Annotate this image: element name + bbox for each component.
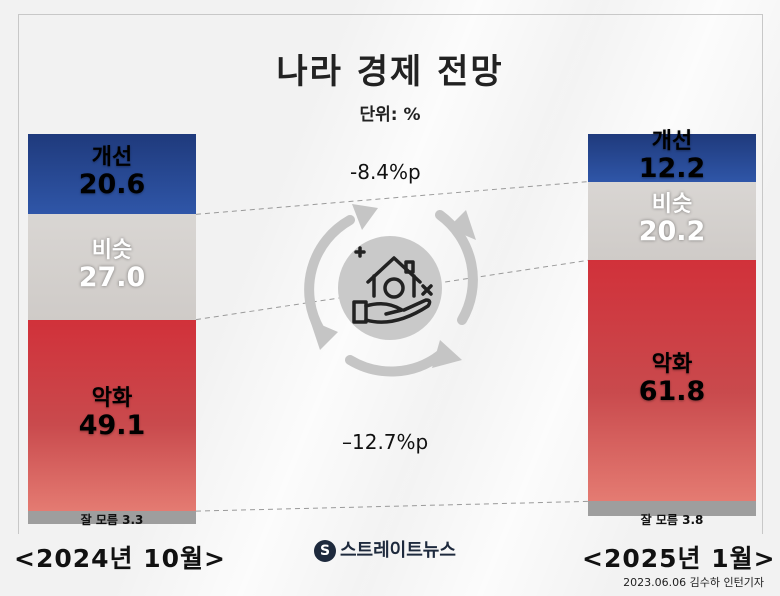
segment-label-improve: 개선 20.6 xyxy=(28,146,196,200)
brand-logo: S 스트레이트뉴스 xyxy=(314,536,456,562)
segment-label-similar: 비슷 27.0 xyxy=(28,237,196,293)
segment-improve xyxy=(28,134,196,215)
segment-name: 비슷 xyxy=(651,191,693,217)
connector-worse xyxy=(195,500,589,512)
segment-label-improve: 개선 12.2 xyxy=(588,128,756,184)
frame-left-line xyxy=(18,14,19,534)
segment-value: 20.6 xyxy=(78,169,146,201)
recycle-house-hand-icon xyxy=(304,204,478,377)
brand-name: 스트레이트뉴스 xyxy=(340,540,456,561)
segment-unknown xyxy=(588,501,756,517)
segment-worse xyxy=(588,260,756,502)
segment-improve xyxy=(588,134,756,182)
bar-2025-01 xyxy=(588,134,756,524)
category-label-2024-10: <2024년 10월> xyxy=(14,544,226,573)
segment-name: 악화 xyxy=(651,351,693,377)
annotation-improve-change: -8.4%p xyxy=(350,160,421,184)
segment-unknown xyxy=(28,511,196,524)
segment-worse xyxy=(28,319,196,512)
unknown-label-2024-10: 잘 모름 3.3 xyxy=(80,513,144,527)
segment-value: 49.1 xyxy=(78,410,146,442)
frame-top-line xyxy=(18,14,762,15)
unknown-label-2025-01: 잘 모름 3.8 xyxy=(640,513,704,527)
segment-label-similar: 비슷 20.2 xyxy=(588,191,756,247)
segment-value: 20.2 xyxy=(638,215,706,247)
unit-label: 단위: % xyxy=(359,105,421,125)
segment-similar xyxy=(28,214,196,320)
bar-2024-10 xyxy=(28,134,196,524)
credit-text: 2023.06.06 김수하 인턴기자 xyxy=(623,576,764,589)
chart-title: 나라 경제 전망 xyxy=(276,52,504,92)
segment-name: 개선 xyxy=(651,128,693,154)
annotation-worse-change: –12.7%p xyxy=(342,430,429,454)
connector-improve xyxy=(195,181,589,215)
segment-name: 악화 xyxy=(91,386,133,412)
segment-value: 27.0 xyxy=(78,261,146,293)
segment-label-worse: 악화 49.1 xyxy=(28,387,196,441)
segment-similar xyxy=(588,181,756,261)
segment-value: 12.2 xyxy=(638,152,706,184)
brand-s-icon: S xyxy=(314,540,336,562)
segment-value: 61.8 xyxy=(638,375,706,407)
category-label-2025-01: <2025년 1월> xyxy=(582,544,776,573)
segment-name: 개선 xyxy=(91,145,133,171)
segment-label-worse: 악화 61.8 xyxy=(588,351,756,407)
segment-name: 비슷 xyxy=(91,237,133,263)
frame-right-line xyxy=(762,14,763,534)
